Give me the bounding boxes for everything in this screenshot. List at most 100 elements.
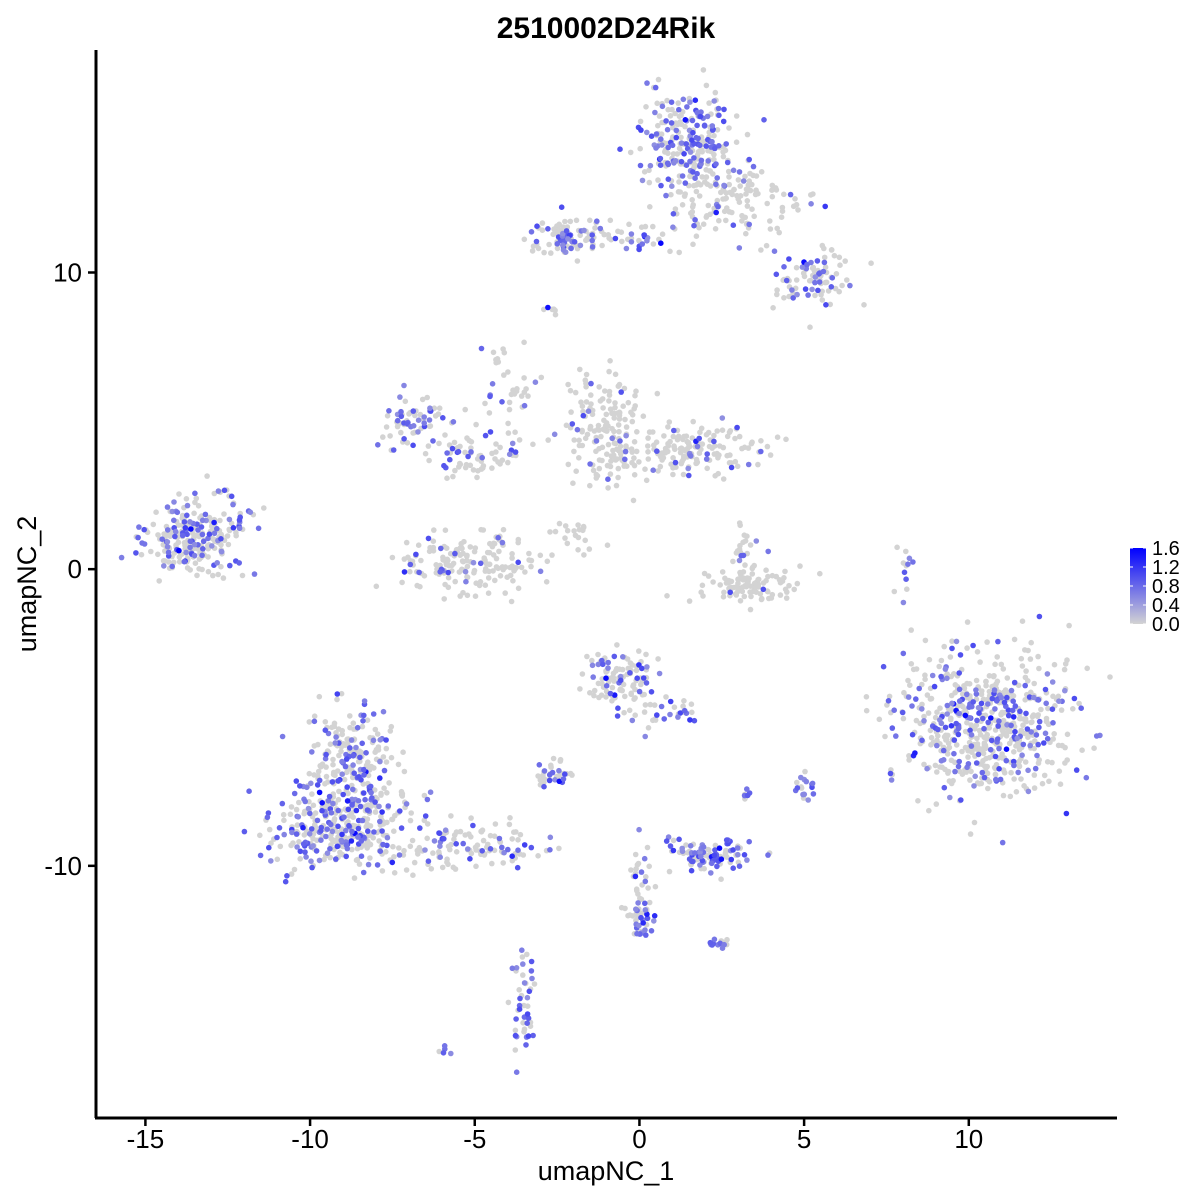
cell-point (746, 187, 753, 193)
cell-point (617, 438, 623, 444)
cell-point (992, 753, 999, 760)
cell-point (919, 701, 925, 708)
cell-point (825, 288, 832, 294)
cell-point (316, 857, 323, 864)
cell-point (335, 823, 341, 830)
cell-point (812, 292, 818, 299)
cell-point (302, 798, 309, 805)
cell-point (510, 578, 516, 584)
cell-point (698, 853, 704, 860)
cell-point (924, 765, 930, 772)
cell-point (172, 533, 178, 540)
cell-point (138, 551, 145, 558)
cell-point (426, 417, 433, 423)
cell-point (689, 117, 696, 124)
cell-point (724, 205, 730, 211)
cell-point (687, 843, 694, 849)
cell-point (462, 406, 469, 413)
cell-point (1019, 618, 1026, 624)
cell-point (569, 421, 576, 427)
cell-point (546, 241, 552, 248)
cell-point (696, 224, 702, 231)
cell-point (722, 575, 728, 582)
cell-point (348, 838, 355, 844)
cell-point (551, 226, 557, 232)
cell-point (690, 169, 696, 175)
cell-point (1001, 699, 1008, 706)
cell-point (505, 846, 511, 853)
cell-point (341, 776, 348, 783)
cell-point (901, 569, 908, 576)
cell-point (924, 692, 931, 698)
cell-point (266, 826, 273, 833)
cell-point (611, 415, 617, 421)
cell-point (1084, 665, 1090, 672)
cell-point (991, 687, 998, 693)
cell-point (545, 226, 551, 232)
cell-point (995, 723, 1001, 729)
cell-point (171, 499, 177, 505)
cell-point (926, 807, 932, 814)
cell-point (588, 401, 594, 407)
cell-point (816, 279, 823, 285)
cell-point (464, 574, 471, 581)
cell-point (736, 863, 743, 869)
cell-point (179, 532, 186, 539)
cell-point (313, 848, 320, 854)
cell-point (910, 559, 916, 565)
cell-point (179, 512, 186, 519)
cell-point (711, 438, 717, 445)
cell-point (611, 653, 618, 660)
cell-point (715, 105, 722, 112)
cell-point (375, 747, 382, 753)
cell-point (225, 541, 232, 548)
cell-point (747, 606, 754, 613)
cell-point (951, 671, 957, 677)
cell-point (336, 752, 342, 759)
cell-point (349, 846, 355, 853)
cell-point (652, 883, 659, 890)
cell-point (379, 868, 386, 874)
cell-point (680, 96, 687, 103)
cell-point (422, 813, 429, 819)
cell-point (749, 564, 756, 571)
cell-point (541, 783, 547, 790)
cell-point (643, 932, 649, 938)
cell-point (972, 773, 978, 780)
cell-point (980, 715, 986, 722)
cell-point (581, 552, 587, 558)
cell-point (211, 530, 218, 537)
cell-point (150, 521, 157, 528)
cell-point (520, 961, 526, 967)
cell-point (638, 127, 644, 133)
cell-point (589, 237, 595, 244)
cell-point (442, 827, 449, 833)
cell-point (951, 737, 958, 743)
cell-point (524, 1020, 530, 1026)
cell-point (482, 582, 489, 588)
cell-point (953, 638, 960, 645)
cell-point (380, 754, 387, 760)
cell-point (521, 402, 528, 409)
cell-point (603, 683, 610, 689)
cell-point (683, 842, 689, 848)
cell-point (839, 282, 845, 289)
cell-point (956, 686, 963, 693)
cell-point (384, 834, 391, 841)
cell-point (521, 375, 527, 381)
cell-point (676, 113, 683, 120)
cell-point (401, 382, 407, 389)
cell-point (638, 869, 645, 875)
cell-point (769, 572, 776, 579)
cell-point (646, 179, 653, 186)
cell-point (697, 142, 703, 149)
cell-point (1004, 675, 1011, 681)
cell-point (436, 1048, 443, 1055)
cell-point (664, 593, 670, 599)
cell-point (632, 686, 638, 693)
cell-point (387, 728, 394, 734)
cell-point (701, 570, 708, 577)
cell-point (397, 394, 403, 400)
cell-point (374, 731, 381, 737)
cell-point (410, 442, 416, 449)
